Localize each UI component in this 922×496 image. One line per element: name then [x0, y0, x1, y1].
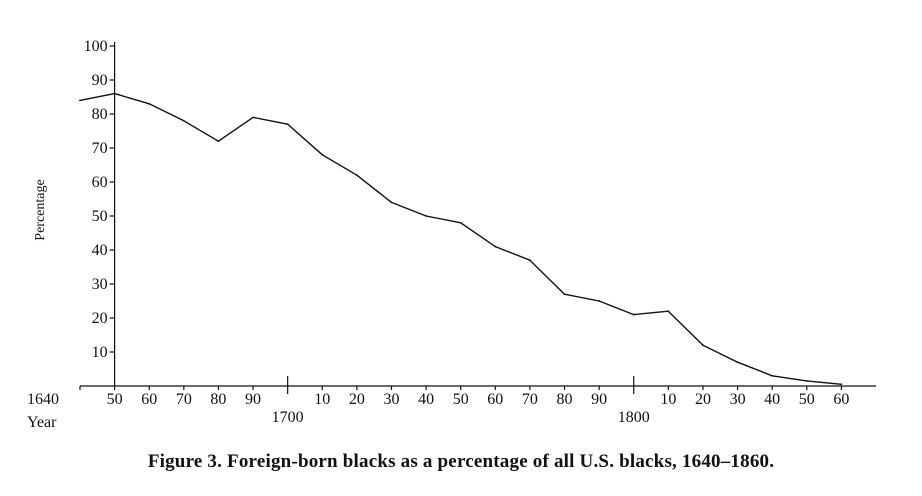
- x-tick-label: 70: [176, 391, 192, 408]
- x-tick-label: 60: [833, 391, 849, 408]
- data-point: [79, 99, 81, 102]
- y-tick-label: 50: [92, 208, 108, 225]
- y-tick-label: 60: [92, 174, 108, 191]
- x-tick-label: 30: [383, 391, 399, 408]
- y-tick-label: 90: [92, 72, 108, 89]
- data-point: [355, 174, 358, 177]
- y-tick-label: 100: [84, 38, 108, 55]
- data-point: [217, 140, 220, 143]
- data-point: [598, 300, 601, 302]
- series-line: [79, 92, 842, 385]
- x-tick-label: 20: [695, 391, 711, 408]
- y-tick-label: 70: [92, 140, 108, 157]
- x-tick-label: 60: [487, 391, 503, 408]
- x-tick-label: 10: [660, 391, 676, 408]
- x-tick-label: 1640: [27, 391, 59, 408]
- data-point: [563, 293, 566, 296]
- x-tick-label: 50: [799, 391, 815, 408]
- data-point: [667, 310, 670, 313]
- data-point: [771, 374, 774, 377]
- x-tick-label: 50: [453, 391, 469, 408]
- y-axis: 10 20 30 40 50 60 70 80 90 100: [84, 38, 116, 386]
- x-tick-label: 60: [141, 391, 157, 408]
- x-tick-label: 40: [418, 391, 434, 408]
- data-point: [736, 361, 739, 364]
- data-point: [425, 215, 427, 217]
- data-point: [632, 313, 635, 316]
- data-point: [148, 102, 151, 105]
- line-chart: 10 20 30 40 50 60 70 80 90 100 1640 50 60 70 80 90 10 20…: [27, 38, 876, 431]
- y-tick-label: 10: [92, 344, 108, 361]
- x-tick-label: 50: [107, 391, 123, 408]
- y-tick-label: 30: [92, 276, 108, 293]
- x-tick-label: 80: [210, 391, 226, 408]
- x-tick-label: 40: [764, 391, 780, 408]
- data-point: [321, 153, 324, 156]
- x-tick-label: 30: [730, 391, 746, 408]
- x-tick-label: 90: [245, 391, 261, 408]
- figure-caption: Figure 3. Foreign-born blacks as a perce…: [147, 451, 775, 472]
- data-point: [529, 259, 531, 262]
- x-tick-label: 80: [557, 391, 573, 408]
- y-axis-label: Percentage: [33, 179, 48, 240]
- data-point: [805, 380, 808, 382]
- data-point: [840, 383, 843, 386]
- y-tick-label: 80: [92, 106, 108, 123]
- x-tick-label: 10: [314, 391, 330, 408]
- data-point: [182, 119, 185, 122]
- data-point: [113, 92, 116, 95]
- y-tick-label: 20: [92, 310, 108, 327]
- data-point: [702, 344, 704, 347]
- data-point: [459, 221, 462, 224]
- x-tick-label: 90: [591, 391, 607, 408]
- x-axis: 1640 50 60 70 80 90 10 20 30 40 50 60 70 80 90 10 20 30 40…: [27, 376, 876, 426]
- data-point: [494, 245, 497, 248]
- x-tick-label: 70: [522, 391, 538, 408]
- data-point: [286, 123, 289, 126]
- x-century-label: 1800: [618, 409, 650, 426]
- x-century-label: 1700: [272, 409, 304, 426]
- series-layer: [79, 92, 843, 386]
- x-tick-label: 20: [349, 391, 365, 408]
- x-axis-label: Year: [27, 414, 57, 431]
- y-tick-label: 40: [92, 242, 108, 259]
- data-point: [390, 201, 393, 204]
- data-point: [252, 116, 254, 119]
